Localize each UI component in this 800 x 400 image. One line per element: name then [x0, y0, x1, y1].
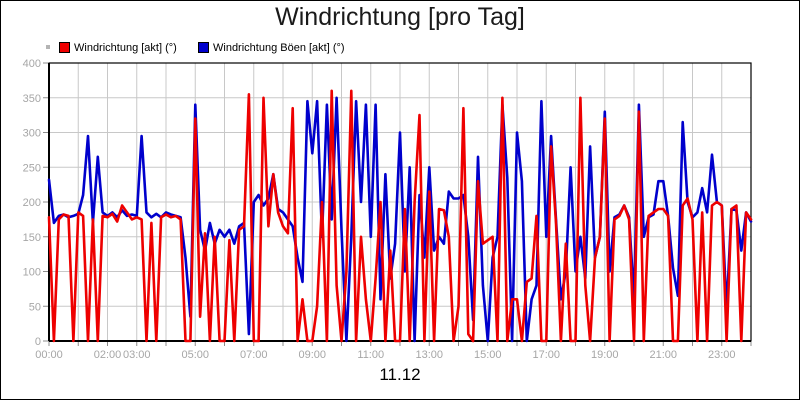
legend: Windrichtung [akt] (°) Windrichtung Böen… — [1, 37, 799, 55]
y-tick-label: 150 — [23, 232, 41, 244]
x-tick-label: 17:00 — [532, 349, 560, 361]
x-tick-label: 02:00 — [94, 349, 122, 361]
y-tick-label: 200 — [23, 197, 41, 209]
chart-title: Windrichtung [pro Tag] — [275, 3, 525, 31]
y-tick-label: 0 — [35, 336, 41, 348]
x-tick-label: 00:00 — [35, 349, 63, 361]
x-tick-label: 09:00 — [298, 349, 326, 361]
x-tick-label: 19:00 — [591, 349, 619, 361]
x-axis-date-label: 11.12 — [379, 365, 421, 384]
legend-item-windrichtung-boeen: Windrichtung Böen [akt] (°) — [198, 39, 345, 54]
legend-item-windrichtung: Windrichtung [akt] (°) — [59, 39, 177, 54]
x-tick-label: 23:00 — [708, 349, 736, 361]
y-tick-label: 250 — [23, 162, 41, 174]
x-tick-label: 11:00 — [357, 349, 384, 361]
x-tick-label: 07:00 — [240, 349, 268, 361]
x-tick-label: 15:00 — [474, 349, 502, 361]
legend-label-windrichtung-boeen: Windrichtung Böen [akt] (°) — [213, 41, 345, 54]
legend-misc-marker — [46, 45, 50, 49]
y-tick-label: 300 — [23, 128, 41, 140]
x-tick-label: 03:00 — [123, 349, 151, 361]
legend-swatch-red — [59, 42, 70, 54]
x-tick-label: 13:00 — [415, 349, 443, 361]
y-tick-label: 100 — [23, 267, 41, 279]
x-tick-label: 21:00 — [649, 349, 677, 361]
legend-label-windrichtung: Windrichtung [akt] (°) — [74, 41, 177, 54]
series-line-windrichtung — [47, 89, 753, 343]
legend-swatch-blue — [198, 42, 209, 54]
x-tick-label: 05:00 — [181, 349, 209, 361]
y-tick-label: 400 — [23, 58, 41, 70]
y-tick-label: 50 — [29, 301, 41, 313]
y-tick-label: 350 — [23, 93, 41, 105]
